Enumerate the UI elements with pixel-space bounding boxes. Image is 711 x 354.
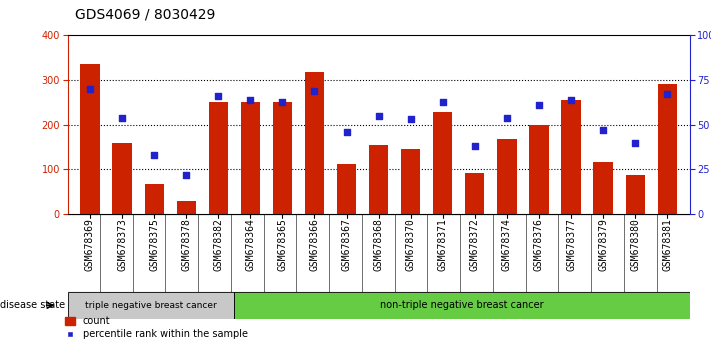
Point <box>565 97 577 103</box>
Text: triple negative breast cancer: triple negative breast cancer <box>85 301 217 310</box>
Text: GSM678381: GSM678381 <box>662 218 672 271</box>
Point <box>501 115 513 120</box>
Point <box>629 140 641 145</box>
Bar <box>144 184 164 214</box>
Text: GSM678374: GSM678374 <box>502 218 512 271</box>
Text: GSM678371: GSM678371 <box>438 218 448 271</box>
Point <box>309 88 320 94</box>
Text: GSM678378: GSM678378 <box>181 218 191 271</box>
Point <box>597 127 609 133</box>
Text: GSM678373: GSM678373 <box>117 218 127 271</box>
Bar <box>68 292 235 319</box>
Point <box>117 115 128 120</box>
Bar <box>235 292 690 319</box>
Bar <box>594 162 613 214</box>
Point <box>149 152 160 158</box>
Point <box>277 99 288 104</box>
Text: GSM678369: GSM678369 <box>85 218 95 271</box>
Bar <box>369 145 388 214</box>
Text: GSM678377: GSM678377 <box>566 218 576 271</box>
Text: GSM678368: GSM678368 <box>373 218 384 271</box>
Text: GSM678379: GSM678379 <box>598 218 608 271</box>
Text: GSM678380: GSM678380 <box>630 218 640 271</box>
Bar <box>401 149 420 214</box>
Text: GSM678382: GSM678382 <box>213 218 223 271</box>
Point <box>533 102 545 108</box>
Text: GSM678375: GSM678375 <box>149 218 159 271</box>
Point <box>213 93 224 99</box>
Bar <box>337 164 356 214</box>
Bar <box>176 201 196 214</box>
Point <box>405 116 417 122</box>
Bar <box>562 100 581 214</box>
Bar <box>273 102 292 214</box>
Text: GSM678367: GSM678367 <box>341 218 351 271</box>
Text: disease state: disease state <box>0 300 65 310</box>
Bar <box>241 102 260 214</box>
Bar <box>208 102 228 214</box>
Bar <box>305 73 324 214</box>
Point <box>181 172 192 178</box>
Bar <box>626 175 645 214</box>
Bar <box>497 139 516 214</box>
Bar <box>433 112 452 214</box>
Point <box>661 92 673 97</box>
Legend: count, percentile rank within the sample: count, percentile rank within the sample <box>65 316 248 339</box>
Text: non-triple negative breast cancer: non-triple negative breast cancer <box>380 300 544 310</box>
Text: GDS4069 / 8030429: GDS4069 / 8030429 <box>75 7 215 21</box>
Point <box>85 86 96 92</box>
Text: GSM678376: GSM678376 <box>534 218 544 271</box>
Point <box>469 143 481 149</box>
Text: GSM678370: GSM678370 <box>406 218 416 271</box>
Bar <box>465 173 484 214</box>
Text: GSM678372: GSM678372 <box>470 218 480 271</box>
Bar <box>80 64 100 214</box>
Bar <box>658 84 677 214</box>
Point <box>437 99 449 104</box>
Text: GSM678365: GSM678365 <box>277 218 287 271</box>
Bar <box>529 125 549 214</box>
Point <box>341 129 352 135</box>
Text: GSM678364: GSM678364 <box>245 218 255 271</box>
Bar <box>112 143 132 214</box>
Text: GSM678366: GSM678366 <box>309 218 319 271</box>
Point <box>245 97 256 103</box>
Point <box>373 113 385 119</box>
